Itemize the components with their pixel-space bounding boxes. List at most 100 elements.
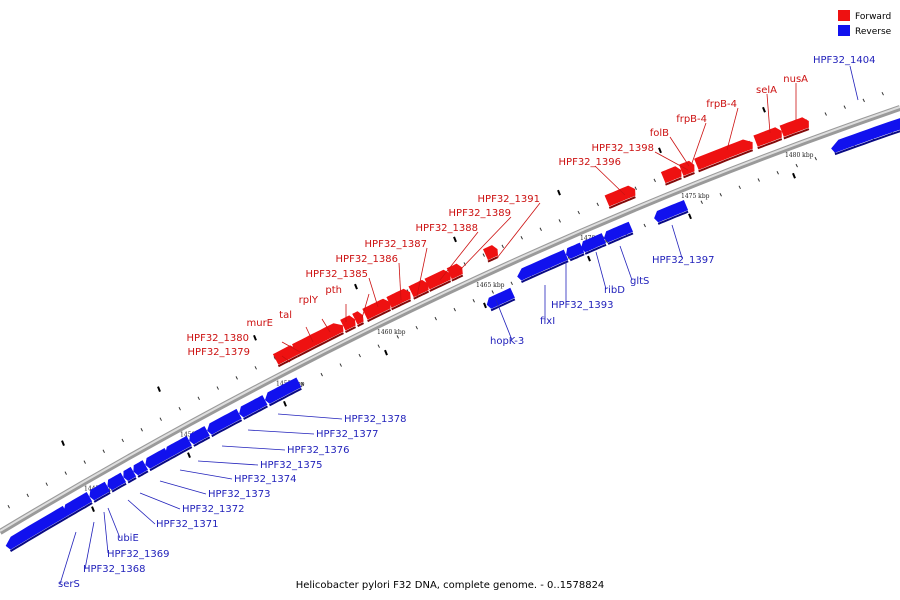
tick-mark-upper <box>235 376 238 380</box>
forward-gene-10 <box>604 185 636 209</box>
reverse-leader <box>139 492 181 510</box>
genome-backbone <box>0 105 900 535</box>
reverse-gene-10 <box>239 395 268 420</box>
reverse-gene-label: HPF32_1376 <box>287 445 349 456</box>
reverse-gene-1 <box>63 492 93 518</box>
reverse-gene-5-edge <box>137 470 149 478</box>
forward-leader <box>459 216 512 271</box>
tick-mark-upper <box>121 438 124 443</box>
tick-label: 1460 kbp <box>377 329 406 336</box>
major-tick-upper <box>61 440 65 446</box>
forward-gene-9-body <box>483 245 498 261</box>
forward-gene-4-body <box>362 298 391 320</box>
forward-gene-label: frpB-4 <box>676 114 707 125</box>
forward-gene-12-body <box>679 160 695 176</box>
tick-mark-lower <box>795 163 798 168</box>
major-tick-lower <box>283 400 287 407</box>
forward-gene-11-edge <box>665 177 682 186</box>
major-tick-lower <box>688 213 692 220</box>
tick-mark-lower <box>377 344 380 348</box>
tick-mark-lower <box>757 178 760 182</box>
forward-gene-8-body <box>446 263 463 280</box>
tick-mark-upper <box>862 98 865 103</box>
reverse-gene-8-body <box>189 426 210 445</box>
forward-gene-label: HPF32_1379 <box>188 347 250 358</box>
forward-gene-8-edge <box>451 274 464 282</box>
forward-gene-7-edge <box>429 280 452 292</box>
forward-gene-1-body <box>292 323 344 355</box>
tick-mark-upper <box>102 449 105 453</box>
tick-mark-upper <box>653 178 656 183</box>
reverse-gene-3-body <box>107 472 127 491</box>
reverse-gene-label: HPF32_1369 <box>107 549 169 560</box>
tick-mark-upper <box>197 396 200 401</box>
forward-leader <box>654 151 689 171</box>
reverse-gene-7-body <box>165 435 192 458</box>
reverse-leader <box>159 480 207 495</box>
reverse-gene-16 <box>603 221 634 245</box>
forward-gene-0-body <box>272 345 298 365</box>
tick-mark-lower <box>738 185 741 190</box>
major-tick-lower <box>91 506 95 512</box>
forward-gene-0 <box>272 345 298 368</box>
reverse-gene-label: HPF32_1378 <box>344 414 406 425</box>
reverse-gene-4-edge <box>127 477 137 484</box>
tick-mark-lower <box>339 363 342 367</box>
major-tick-upper <box>557 189 561 196</box>
reverse-leader <box>671 224 683 259</box>
forward-gene-10-edge <box>608 196 636 209</box>
reverse-gene-3-edge <box>111 482 127 493</box>
reverse-leader <box>103 511 109 554</box>
reverse-gene-label: HPF32_1374 <box>234 474 296 485</box>
forward-leader <box>361 293 370 319</box>
tick-mark-upper <box>824 112 827 116</box>
tick-label: 1465 kbp <box>476 282 505 289</box>
reverse-leader <box>247 429 315 435</box>
forward-gene-label: HPF32_1389 <box>449 208 511 219</box>
tick-mark-lower <box>719 193 722 197</box>
reverse-leader <box>595 251 607 290</box>
reverse-gene-18-edge <box>834 130 900 156</box>
reverse-gene-15-edge <box>584 243 607 255</box>
tick-mark-upper <box>45 482 48 486</box>
forward-gene-label: HPF32_1388 <box>416 223 478 234</box>
tick-mark-upper <box>577 210 580 215</box>
forward-leader <box>691 122 707 164</box>
reverse-leader <box>59 531 77 585</box>
major-tick-upper <box>453 236 457 243</box>
forward-gene-label: nusA <box>783 74 808 85</box>
backbone-highlight <box>0 106 900 532</box>
reverse-gene-label: HPF32_1393 <box>551 300 613 311</box>
reverse-leader <box>127 499 156 525</box>
forward-gene-6-edge <box>413 290 430 300</box>
tick-mark-upper <box>64 471 67 475</box>
reverse-gene-label: fixI <box>540 316 555 327</box>
tick-mark-lower <box>814 156 817 161</box>
reverse-gene-11-edge <box>269 387 302 407</box>
forward-gene-15-edge <box>783 128 810 140</box>
reverse-gene-0-body <box>5 505 69 550</box>
forward-gene-label: selA <box>756 85 777 96</box>
reverse-gene-12 <box>486 287 516 312</box>
forward-leader <box>496 202 541 259</box>
tick-mark-lower <box>491 290 494 294</box>
forward-gene-label: HPF32_1385 <box>306 269 368 280</box>
reverse-gene-label: HPF32_1373 <box>208 489 270 500</box>
forward-leader <box>398 262 402 301</box>
reverse-gene-8 <box>189 426 211 447</box>
reverse-gene-5 <box>133 460 149 478</box>
major-tick-lower <box>587 255 591 262</box>
tick-mark-lower <box>396 335 399 339</box>
tick-mark-lower <box>510 281 513 286</box>
forward-leader <box>726 107 739 151</box>
reverse-gene-11 <box>265 377 302 407</box>
forward-leader <box>416 247 428 297</box>
reverse-gene-3 <box>107 472 127 493</box>
tick-mark-lower <box>643 223 646 228</box>
reverse-gene-14 <box>566 242 585 262</box>
forward-gene-11 <box>660 166 682 186</box>
reverse-gene-4 <box>123 466 137 484</box>
forward-leader <box>669 136 690 167</box>
forward-gene-5-body <box>386 288 411 308</box>
